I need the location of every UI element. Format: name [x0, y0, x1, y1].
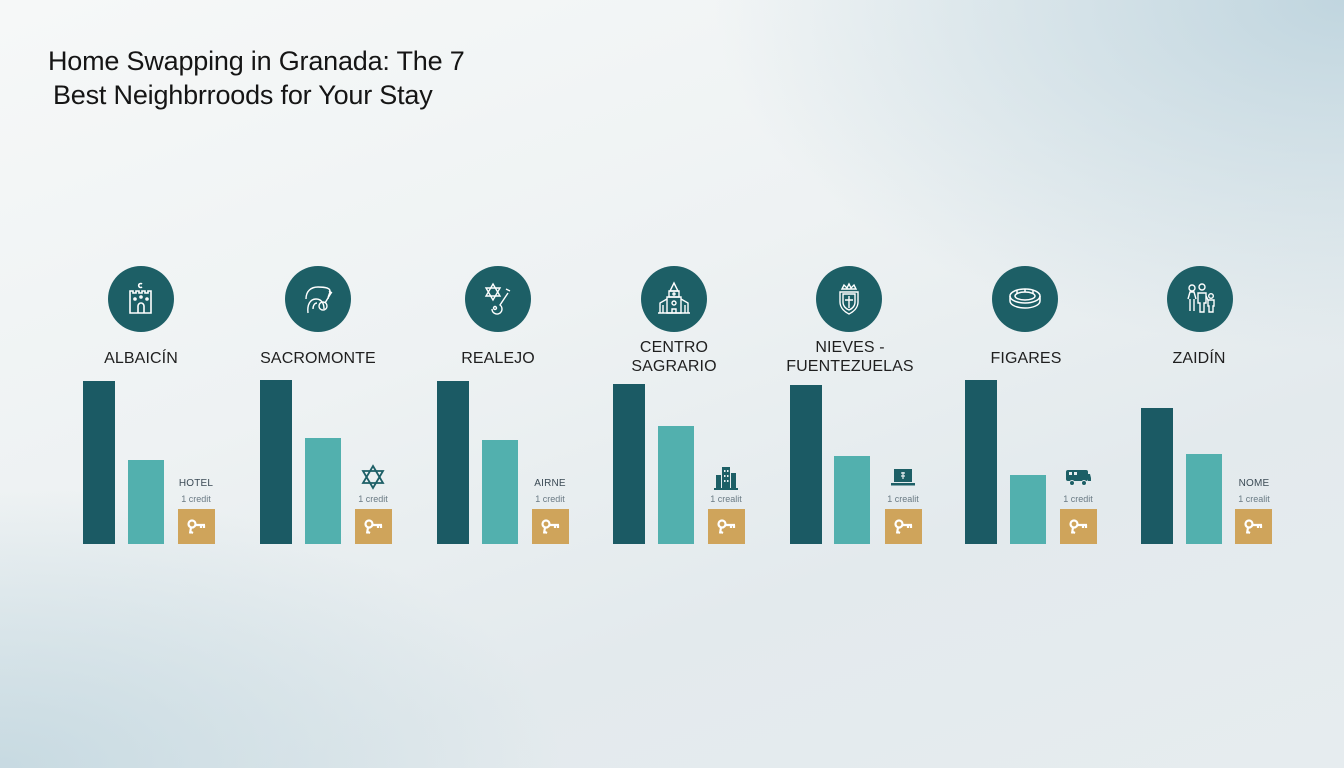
type-label: HOTEL [178, 478, 214, 489]
bar-teal [305, 438, 341, 544]
neighborhood-centro-sagrario: CENTRO SAGRARIO 1 crealit [583, 0, 759, 768]
bar-dark [1141, 408, 1173, 544]
family-icon [1167, 266, 1233, 332]
star-of-david-icon [358, 462, 388, 492]
neighborhood-name: FIGARES [990, 350, 1062, 367]
bar-dark [437, 381, 469, 544]
type-label: NOME [1238, 478, 1270, 489]
neighborhood-name: ZAIDÍN [1172, 350, 1226, 367]
buildings-icon [711, 462, 741, 492]
key-tile [885, 509, 922, 544]
van-icon [1063, 462, 1093, 492]
key-tile [355, 509, 392, 544]
bar-dark [260, 380, 292, 544]
neighborhood-nieves-fuentezuelas: NIEVES - FUENTEZUELAS 1 crealit [760, 0, 936, 768]
bar-teal [834, 456, 870, 544]
bar-teal [1010, 475, 1046, 544]
bar-teal [658, 426, 694, 544]
neighborhood-figares: FIGARES 1 credit [935, 0, 1111, 768]
title-line-1: Home Swapping in Granada: The 7 [48, 46, 465, 76]
stadium-icon [992, 266, 1058, 332]
neighborhood-sacromonte: SACROMONTE 1 credit [230, 0, 406, 768]
credit-label: 1 credit [1063, 494, 1093, 504]
key-tile [708, 509, 745, 544]
neighborhood-zaidin: ZAIDÍN NOME 1 crealit [1111, 0, 1287, 768]
key-icon [1068, 518, 1087, 534]
key-icon [186, 518, 205, 534]
key-icon [1243, 518, 1262, 534]
credit-label: 1 crealit [1238, 494, 1270, 504]
key-tile [532, 509, 569, 544]
title-line-2: Best Neighbrroods for Your Stay [53, 80, 433, 110]
castle-icon [108, 266, 174, 332]
credit-label: 1 credit [181, 494, 211, 504]
bar-dark [965, 380, 997, 544]
bar-teal [128, 460, 164, 544]
type-label: AIRNE [534, 478, 566, 489]
key-icon [363, 518, 382, 534]
key-icon [716, 518, 735, 534]
key-tile [178, 509, 215, 544]
neighborhood-name: ALBAICÍN [104, 350, 178, 367]
neighborhood-name: REALEJO [461, 350, 535, 367]
cave-guitar-icon [285, 266, 351, 332]
credit-label: 1 crealit [710, 494, 742, 504]
star-guitar-icon [465, 266, 531, 332]
laptop-icon [888, 462, 918, 492]
cathedral-icon [641, 266, 707, 332]
credit-label: 1 credit [358, 494, 388, 504]
key-tile [1235, 509, 1272, 544]
page-title: Home Swapping in Granada: The 7 Best Nei… [48, 44, 465, 112]
key-icon [540, 518, 559, 534]
credit-label: 1 crealit [887, 494, 919, 504]
bar-dark [790, 385, 822, 544]
neighborhood-name: NIEVES - FUENTEZUELAS [786, 339, 914, 375]
neighborhood-realejo: REALEJO AIRNE 1 credit [407, 0, 583, 768]
credit-label: 1 credit [535, 494, 565, 504]
bar-teal [1186, 454, 1222, 544]
key-tile [1060, 509, 1097, 544]
key-icon [893, 518, 912, 534]
bar-teal [482, 440, 518, 544]
bar-dark [83, 381, 115, 544]
neighborhood-albaicin: ALBAICÍN HOTEL 1 credit [53, 0, 229, 768]
neighborhood-name: CENTRO SAGRARIO [631, 339, 717, 375]
crest-shield-icon [816, 266, 882, 332]
neighborhood-name: SACROMONTE [260, 350, 376, 367]
bar-dark [613, 384, 645, 544]
